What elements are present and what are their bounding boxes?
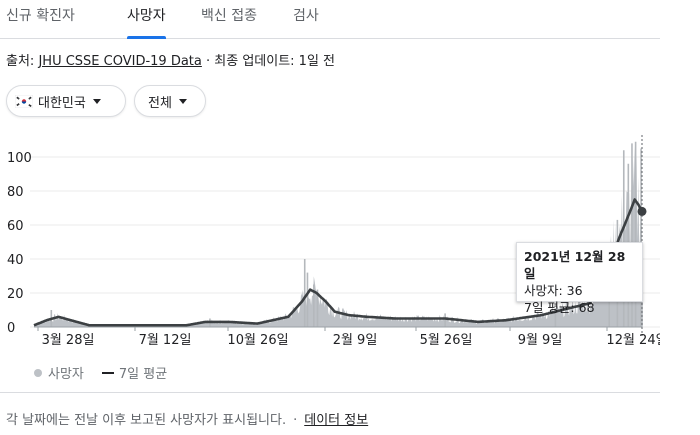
y-tick-label: 80 [7, 185, 24, 200]
south-korea-flag-icon [15, 94, 33, 108]
seven-day-average-line [33, 198, 644, 327]
legend-deaths: 사망자 [48, 367, 84, 382]
footer-note: 각 날짜에는 전날 이후 보고된 사망자가 표시됩니다. [6, 413, 287, 428]
x-tick-label: 3월 28일 [42, 333, 95, 348]
dropdown-arrow-icon [92, 98, 101, 104]
data-info-link[interactable]: 데이터 정보 [304, 413, 369, 428]
dropdown-arrow-icon [178, 98, 187, 104]
scope-label: 전체 [148, 95, 172, 111]
chart-legend: 사망자 7일 평균 [34, 363, 167, 382]
tooltip-date: 2021년 12월 28일 [524, 249, 626, 281]
tab-vaccinations[interactable]: 백신 접종 [201, 8, 257, 24]
tooltip-average: 7일 평균: 68 [524, 300, 595, 315]
x-tick-label: 12월 24일 [606, 333, 660, 348]
source-link[interactable]: JHU CSSE COVID-19 Data [38, 54, 202, 69]
tab-deaths[interactable]: 사망자 [127, 0, 166, 39]
region-label: 대한민국 [38, 95, 86, 111]
y-tick-label: 40 [7, 253, 24, 268]
source-prefix: 출처: [6, 54, 35, 69]
footer: 각 날짜에는 전날 이후 보고된 사망자가 표시됩니다. · 데이터 정보 [6, 409, 368, 428]
active-tab-indicator [127, 36, 166, 39]
y-tick-label: 0 [7, 321, 15, 336]
source-line: 출처: JHU CSSE COVID-19 Data · 최종 업데이트: 1일… [6, 50, 335, 69]
deaths-bars [34, 145, 642, 327]
chart-tooltip: 2021년 12월 28일 사망자: 36 7일 평균: 68 [516, 242, 643, 315]
update-text: · 최종 업데이트: 1일 전 [206, 54, 336, 69]
tab-tests[interactable]: 검사 [293, 8, 319, 24]
x-tick-label: 2월 9일 [333, 333, 378, 348]
region-selector[interactable]: 대한민국 [6, 85, 126, 117]
x-tick-label: 7월 12일 [139, 333, 192, 348]
y-tick-label: 20 [7, 287, 24, 302]
y-tick-label: 60 [7, 219, 24, 234]
deaths-legend-dot-icon [34, 368, 42, 377]
scope-selector[interactable]: 전체 [134, 85, 206, 117]
tab-new-cases[interactable]: 신규 확진자 [6, 8, 75, 24]
average-legend-line-icon [101, 371, 114, 374]
y-tick-label: 100 [7, 151, 32, 166]
x-tick-label: 10월 26일 [227, 333, 288, 348]
hover-point [637, 206, 647, 216]
footer-separator: · [293, 413, 298, 428]
divider [0, 392, 660, 393]
tab-bar: 신규 확진자 사망자 백신 접종 검사 [0, 0, 660, 39]
x-tick-label: 9월 9일 [518, 333, 563, 348]
legend-average: 7일 평균 [118, 367, 168, 382]
tooltip-deaths: 사망자: 36 [524, 283, 583, 298]
x-tick-label: 5월 26일 [420, 333, 473, 348]
